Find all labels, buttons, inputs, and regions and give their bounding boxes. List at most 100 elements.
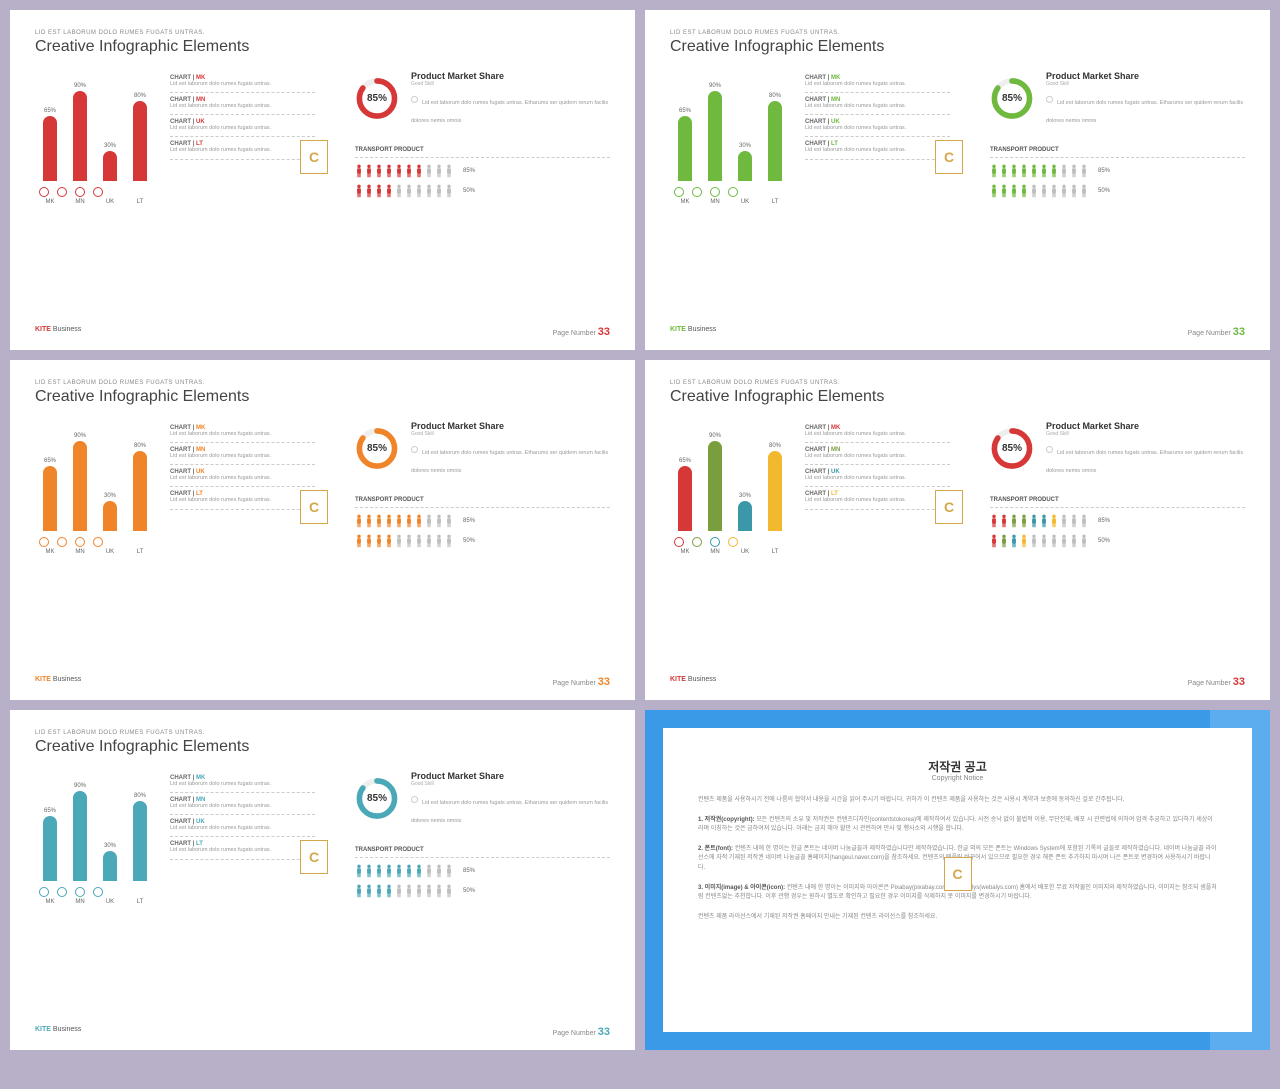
person-icon bbox=[1000, 514, 1008, 528]
bar-value-label: 80% bbox=[769, 93, 781, 99]
category-marker bbox=[710, 537, 720, 547]
chart-list-item: CHART | LTLid est laborum dolo rumes fug… bbox=[805, 487, 950, 509]
donut-chart: 85% bbox=[355, 771, 399, 826]
bar-chart: 65%90%30%80%MKMNUKLT bbox=[35, 771, 155, 907]
category-marker bbox=[728, 537, 738, 547]
bar bbox=[133, 451, 147, 531]
category-marker bbox=[39, 187, 49, 197]
person-icon bbox=[395, 164, 403, 178]
page-number: Page Number 33 bbox=[1188, 326, 1245, 338]
person-icon bbox=[1070, 164, 1078, 178]
person-icon bbox=[1010, 164, 1018, 178]
bar-value-label: 80% bbox=[134, 93, 146, 99]
person-icon bbox=[395, 864, 403, 878]
person-icon bbox=[1020, 184, 1028, 198]
bar-value-label: 90% bbox=[74, 783, 86, 789]
category-marker bbox=[93, 537, 103, 547]
person-icon bbox=[1040, 164, 1048, 178]
badge-icon: C bbox=[300, 840, 328, 874]
person-icon bbox=[375, 864, 383, 878]
person-icon bbox=[1020, 514, 1028, 528]
category-marker bbox=[75, 887, 85, 897]
slide-title: Creative Infographic Elements bbox=[670, 388, 1245, 406]
bar bbox=[708, 91, 722, 181]
person-icon bbox=[395, 514, 403, 528]
x-axis-label: MK bbox=[674, 199, 696, 205]
x-axis-label: MN bbox=[704, 199, 726, 205]
category-marker bbox=[692, 537, 702, 547]
bar bbox=[43, 116, 57, 181]
person-icon bbox=[1010, 534, 1018, 548]
category-marker bbox=[692, 187, 702, 197]
transport-section: TRANSPORT PRODUCT85%50% bbox=[355, 847, 610, 898]
person-icon bbox=[375, 884, 383, 898]
x-axis-label: MN bbox=[704, 549, 726, 555]
bar-value-label: 30% bbox=[104, 843, 116, 849]
person-icon bbox=[1030, 534, 1038, 548]
person-icon bbox=[1070, 514, 1078, 528]
market-subtitle: Good Skill bbox=[411, 81, 610, 87]
bar-chart: 65%90%30%80%MKMNUKLT bbox=[35, 71, 155, 207]
bar-value-label: 65% bbox=[44, 808, 56, 814]
person-icon bbox=[1020, 164, 1028, 178]
market-title: Product Market Share bbox=[411, 421, 610, 431]
brand-label: KITE Business bbox=[35, 676, 81, 688]
x-axis-label: LT bbox=[764, 549, 786, 555]
market-desc: Lid est laborum dolo rumes fugats untras… bbox=[1046, 450, 1243, 474]
person-icon bbox=[365, 534, 373, 548]
person-icon bbox=[355, 864, 363, 878]
person-icon bbox=[445, 164, 453, 178]
category-marker bbox=[75, 187, 85, 197]
person-icon bbox=[385, 184, 393, 198]
chart-list-item: CHART | LTLid est laborum dolo rumes fug… bbox=[805, 137, 950, 159]
person-icon bbox=[990, 164, 998, 178]
market-subtitle: Good Skill bbox=[411, 781, 610, 787]
bar-chart: 65%90%30%80%MKMNUKLT bbox=[670, 71, 790, 207]
bar bbox=[103, 151, 117, 181]
person-icon bbox=[405, 884, 413, 898]
bar-value-label: 90% bbox=[74, 83, 86, 89]
person-icon bbox=[1000, 534, 1008, 548]
chart-list-item: CHART | MKLid est laborum dolo rumes fug… bbox=[805, 71, 950, 93]
person-icon bbox=[415, 864, 423, 878]
brand-label: KITE Business bbox=[670, 326, 716, 338]
chart-list-item: CHART | MNLid est laborum dolo rumes fug… bbox=[805, 93, 950, 115]
person-icon bbox=[1060, 184, 1068, 198]
bar-value-label: 30% bbox=[104, 493, 116, 499]
badge-icon: C bbox=[935, 140, 963, 174]
bar-value-label: 90% bbox=[709, 83, 721, 89]
person-icon bbox=[1030, 184, 1038, 198]
category-marker bbox=[57, 537, 67, 547]
chart-list-item: CHART | UKLid est laborum dolo rumes fug… bbox=[170, 465, 315, 487]
person-icon bbox=[385, 164, 393, 178]
page-number: Page Number 33 bbox=[1188, 676, 1245, 688]
category-marker bbox=[728, 187, 738, 197]
person-icon bbox=[395, 534, 403, 548]
badge-icon: C bbox=[300, 490, 328, 524]
person-icon bbox=[425, 164, 433, 178]
bar bbox=[103, 851, 117, 881]
person-icon bbox=[435, 884, 443, 898]
x-axis-label: MK bbox=[39, 549, 61, 555]
page-number: Page Number 33 bbox=[553, 326, 610, 338]
market-subtitle: Good Skill bbox=[411, 431, 610, 437]
donut-chart: 85% bbox=[355, 71, 399, 126]
person-icon bbox=[1080, 184, 1088, 198]
person-icon bbox=[425, 184, 433, 198]
x-axis-label: MN bbox=[69, 199, 91, 205]
chart-list-item: CHART | MNLid est laborum dolo rumes fug… bbox=[170, 443, 315, 465]
person-icon bbox=[375, 514, 383, 528]
x-axis-label: LT bbox=[129, 899, 151, 905]
bar bbox=[73, 441, 87, 531]
bar-value-label: 30% bbox=[739, 493, 751, 499]
people-row: 85% bbox=[355, 514, 610, 528]
bar-value-label: 30% bbox=[104, 143, 116, 149]
person-icon bbox=[1030, 514, 1038, 528]
category-marker bbox=[674, 187, 684, 197]
chart-list-item: CHART | UKLid est laborum dolo rumes fug… bbox=[805, 465, 950, 487]
eyebrow-text: LID EST LABORUM DOLO RUMES FUGATS UNTRAS… bbox=[35, 380, 610, 386]
bar-value-label: 65% bbox=[44, 108, 56, 114]
person-icon bbox=[395, 184, 403, 198]
bar bbox=[133, 101, 147, 181]
person-icon bbox=[435, 514, 443, 528]
